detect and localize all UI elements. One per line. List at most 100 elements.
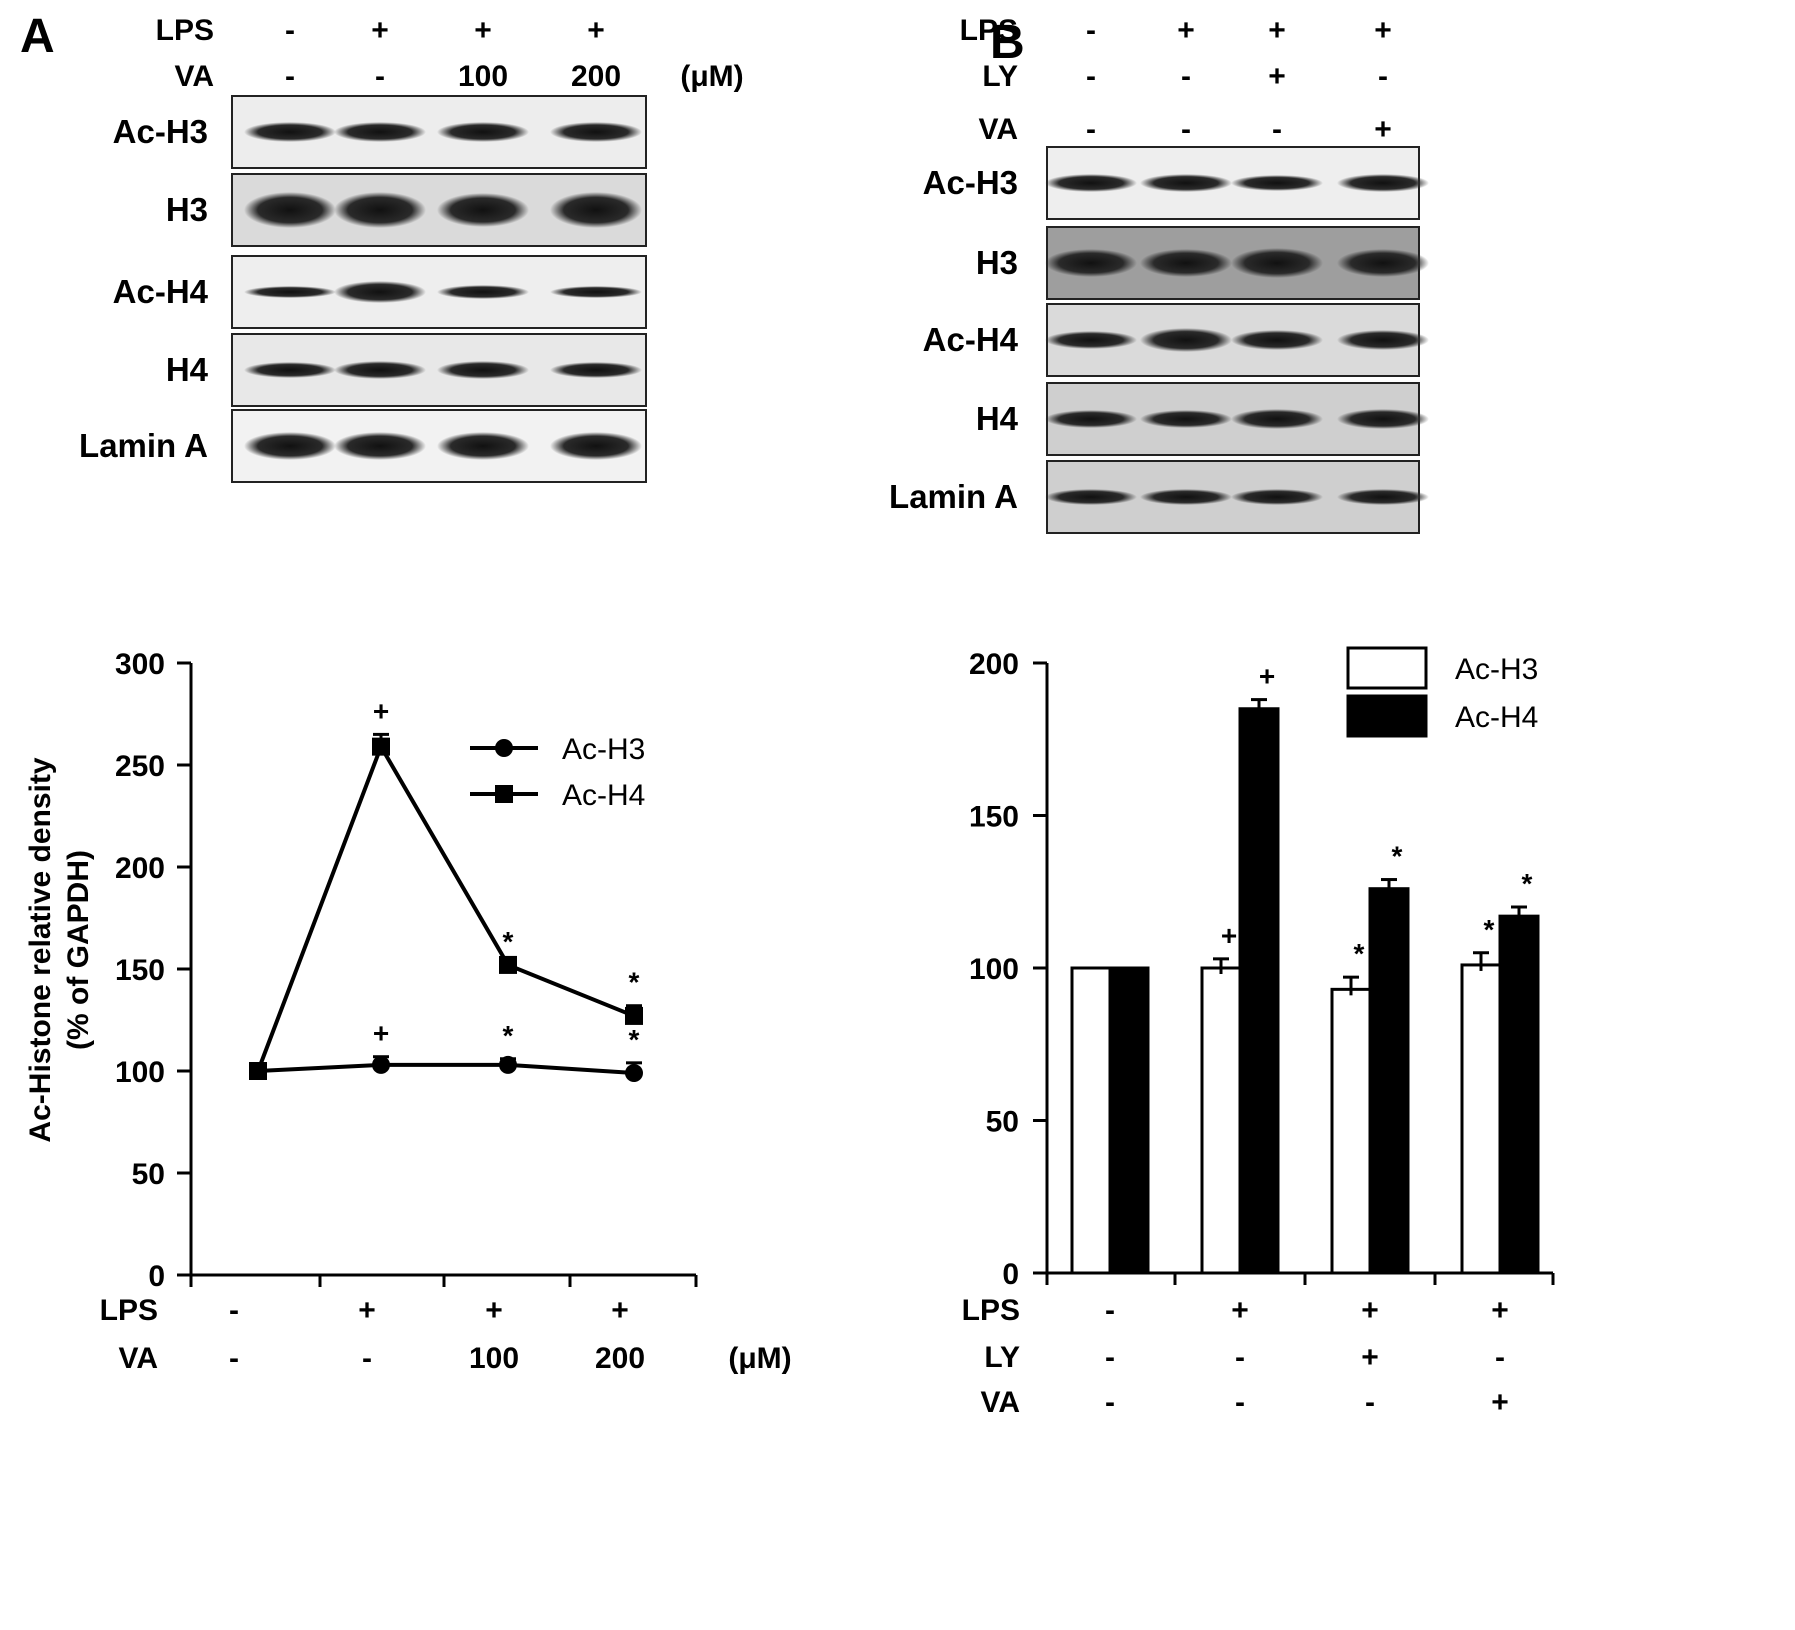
line-chart-x-condition-value: + (358, 1294, 376, 1327)
panel-b-condition-value: + (1268, 60, 1286, 93)
bar-chart-y-tick-label: 200 (969, 648, 1019, 681)
panel-a-blot-band (437, 122, 529, 142)
panel-a-blot-band (550, 122, 642, 142)
panel-b-condition-label-ly: LY (982, 60, 1018, 93)
line-legend-marker (495, 785, 513, 803)
line-chart-x-condition-value: - (229, 1342, 239, 1375)
bar-legend-label: Ac-H4 (1455, 701, 1538, 734)
panel-a-blot-band (244, 286, 336, 298)
bar-significance-mark: + (1221, 920, 1237, 951)
panel-b-condition-value: - (1181, 60, 1191, 93)
line-significance-mark: * (503, 926, 514, 957)
panel-b-blot-band (1231, 489, 1323, 505)
panel-b-blot-label-h4: H4 (976, 400, 1019, 437)
panel-b-blot-band (1140, 174, 1232, 192)
line-chart: 0 50 100 150 200 250 300 Ac-Histone relative de… (24, 648, 792, 1375)
panel-b-condition-value: - (1086, 60, 1096, 93)
line-chart-x-condition-value: + (611, 1294, 629, 1327)
panel-a-blot-label-ac-h3: Ac-H3 (113, 113, 208, 150)
bar-chart: 0 50 100 150 200 + * * + * * LPS - + + + LY - - + - VA - - - + Ac-… (962, 646, 1555, 1419)
line-series-ac-h3 (257, 1062, 635, 1076)
panel-b-condition-label-lps: LPS (960, 14, 1018, 47)
bar-ac-h4 (1238, 707, 1280, 1275)
panel-b-blot-band (1045, 174, 1137, 192)
bar-chart-x-condition-value: - (1105, 1386, 1115, 1419)
panel-a-condition-value: 200 (571, 60, 621, 93)
panel-b-letter: B (990, 16, 1025, 69)
bar-chart-x-condition-value: - (1105, 1294, 1115, 1327)
bar-chart-y-tick-label: 50 (986, 1106, 1019, 1139)
line-significance-mark: * (629, 1024, 640, 1055)
bar-ac-h4 (1498, 914, 1540, 1275)
line-chart-x-condition-value: - (362, 1342, 372, 1375)
bar-chart-x-condition-value: - (1235, 1386, 1245, 1419)
line-chart-x-condition-label: VA (119, 1342, 158, 1375)
panel-b-blot-band (1231, 330, 1323, 350)
panel-a-blot-label-ac-h4: Ac-H4 (113, 273, 209, 310)
panel-a-unit-label: (μM) (680, 60, 743, 93)
panel-a-blot-band (437, 432, 529, 460)
bar-ac-h3 (1460, 963, 1502, 1275)
bar-legend-swatch (1346, 694, 1428, 738)
line-chart-x-condition-value: + (485, 1294, 503, 1327)
panel-a-western-blots: Ac-H3 H3 Ac-H4 H4 Lamin A (79, 95, 647, 483)
line-chart-x-condition-label: LPS (100, 1294, 158, 1327)
panel-a-condition-value: + (587, 14, 605, 47)
bar-ac-h4 (1368, 887, 1410, 1275)
panel-a-blot-band (334, 281, 426, 303)
line-chart-y-tick-label: 200 (115, 852, 165, 885)
panel-b-blot-band (1045, 489, 1137, 505)
bar-ac-h3 (1070, 966, 1112, 1275)
line-chart-x-condition-value: 100 (469, 1342, 519, 1375)
panel-b-blot-band (1140, 410, 1232, 428)
bar-chart-x-condition-value: - (1105, 1341, 1115, 1374)
panel-b-blot-band (1231, 409, 1323, 429)
line-chart-y-tick-label: 150 (115, 954, 165, 987)
panel-a-condition-value: - (285, 60, 295, 93)
panel-b-blot-label-lamin-a: Lamin A (889, 478, 1018, 515)
line-chart-y-tick-label: 50 (132, 1158, 165, 1191)
panel-a-blot-band (550, 432, 642, 460)
bar-chart-x-condition-label: LY (984, 1341, 1020, 1374)
line-significance-mark: + (373, 695, 389, 726)
panel-a-blot-band (244, 432, 336, 460)
panel-b-condition-value: - (1086, 113, 1096, 146)
panel-a-blot-band (334, 432, 426, 460)
bar-legend-swatch (1346, 646, 1428, 690)
panel-b-blot-band (1140, 249, 1232, 277)
panel-a-condition-label-lps: LPS (156, 14, 214, 47)
line-legend-marker (495, 739, 513, 757)
panel-b-blot-label-ac-h4: Ac-H4 (923, 321, 1019, 358)
panel-b-condition-value: - (1181, 113, 1191, 146)
line-legend-label: Ac-H3 (562, 733, 645, 766)
bar-ac-h3 (1330, 987, 1372, 1275)
bar-chart-x-condition-label: LPS (962, 1294, 1020, 1327)
panel-a-letter: A (20, 10, 55, 63)
bar-chart-x-condition-value: + (1491, 1294, 1509, 1327)
bar-chart-x-condition-value: + (1231, 1294, 1249, 1327)
panel-b-western-blots: Ac-H3 H3 Ac-H4 H4 Lamin A (889, 146, 1429, 534)
panel-b-condition-value: - (1378, 60, 1388, 93)
line-significance-mark: + (373, 1018, 389, 1049)
panel-a-blot-band (550, 192, 642, 228)
panel-a-blot-band (437, 285, 529, 299)
panel-b-blot-band (1045, 410, 1137, 428)
panel-b-condition-value: + (1374, 113, 1392, 146)
panel-a-blot-label-h3: H3 (166, 191, 208, 228)
line-chart-y-tick-label: 250 (115, 750, 165, 783)
line-point-ac-h4 (372, 737, 390, 756)
line-point-ac-h3 (499, 1055, 517, 1074)
panel-a-blot-band (437, 361, 529, 379)
panel-a-blot-band (244, 362, 336, 378)
panel-a-condition-value: 100 (458, 60, 508, 93)
panel-b-blot-band (1337, 409, 1429, 429)
panel-b-blot-band (1045, 331, 1137, 349)
panel-b-condition-value: + (1374, 14, 1392, 47)
panel-a-blot-band (244, 192, 336, 228)
bar-chart-y-tick-label: 0 (1002, 1258, 1019, 1291)
panel-a-blot-band (550, 286, 642, 298)
line-chart-x-unit-label: (μM) (728, 1342, 791, 1375)
line-point-ac-h4 (625, 1006, 643, 1025)
panel-b-condition-value: - (1272, 113, 1282, 146)
